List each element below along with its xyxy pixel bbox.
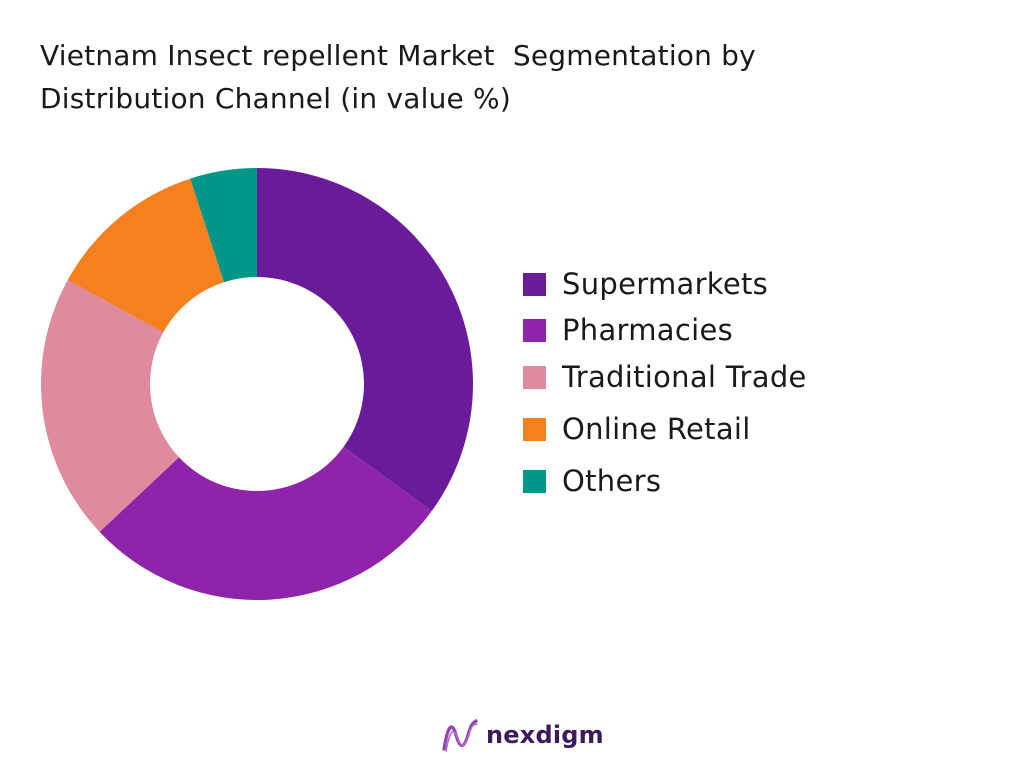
chart-title-line-2: Distribution Channel (in value %) [40,82,511,115]
legend-swatch [523,365,546,389]
donut-slice-traditional-trade [41,279,180,532]
donut-slice-online-retail [67,178,224,333]
donut-slice-supermarkets [257,168,473,511]
legend-label: Supermarkets [562,267,769,301]
legend-item-online-retail: Online Retail [523,412,807,446]
donut-slice-pharmacies [99,446,432,600]
donut-slice-others [190,168,257,283]
legend-item-others: Others [523,464,807,498]
chart-title-line-1: Vietnam Insect repellent Market Segmenta… [40,39,756,72]
legend-swatch [523,272,546,296]
legend-swatch [523,469,546,493]
legend-item-supermarkets: Supermarkets [523,267,807,301]
legend-item-traditional-trade: Traditional Trade [523,360,807,394]
legend-label: Online Retail [562,412,751,446]
legend-label: Others [562,464,662,498]
legend-item-pharmacies: Pharmacies [523,313,807,347]
legend-label: Traditional Trade [562,360,807,394]
legend-swatch [523,318,546,342]
nexdigm-logo-icon [442,719,478,752]
brand-footer: nexdigm [440,714,604,756]
legend-label: Pharmacies [562,313,734,347]
chart-title: Vietnam Insect repellent Market Segmenta… [40,34,940,120]
legend-swatch [523,417,546,441]
brand-name: nexdigm [486,721,604,749]
chart-legend: Supermarkets Pharmacies Traditional Trade O… [523,262,807,498]
